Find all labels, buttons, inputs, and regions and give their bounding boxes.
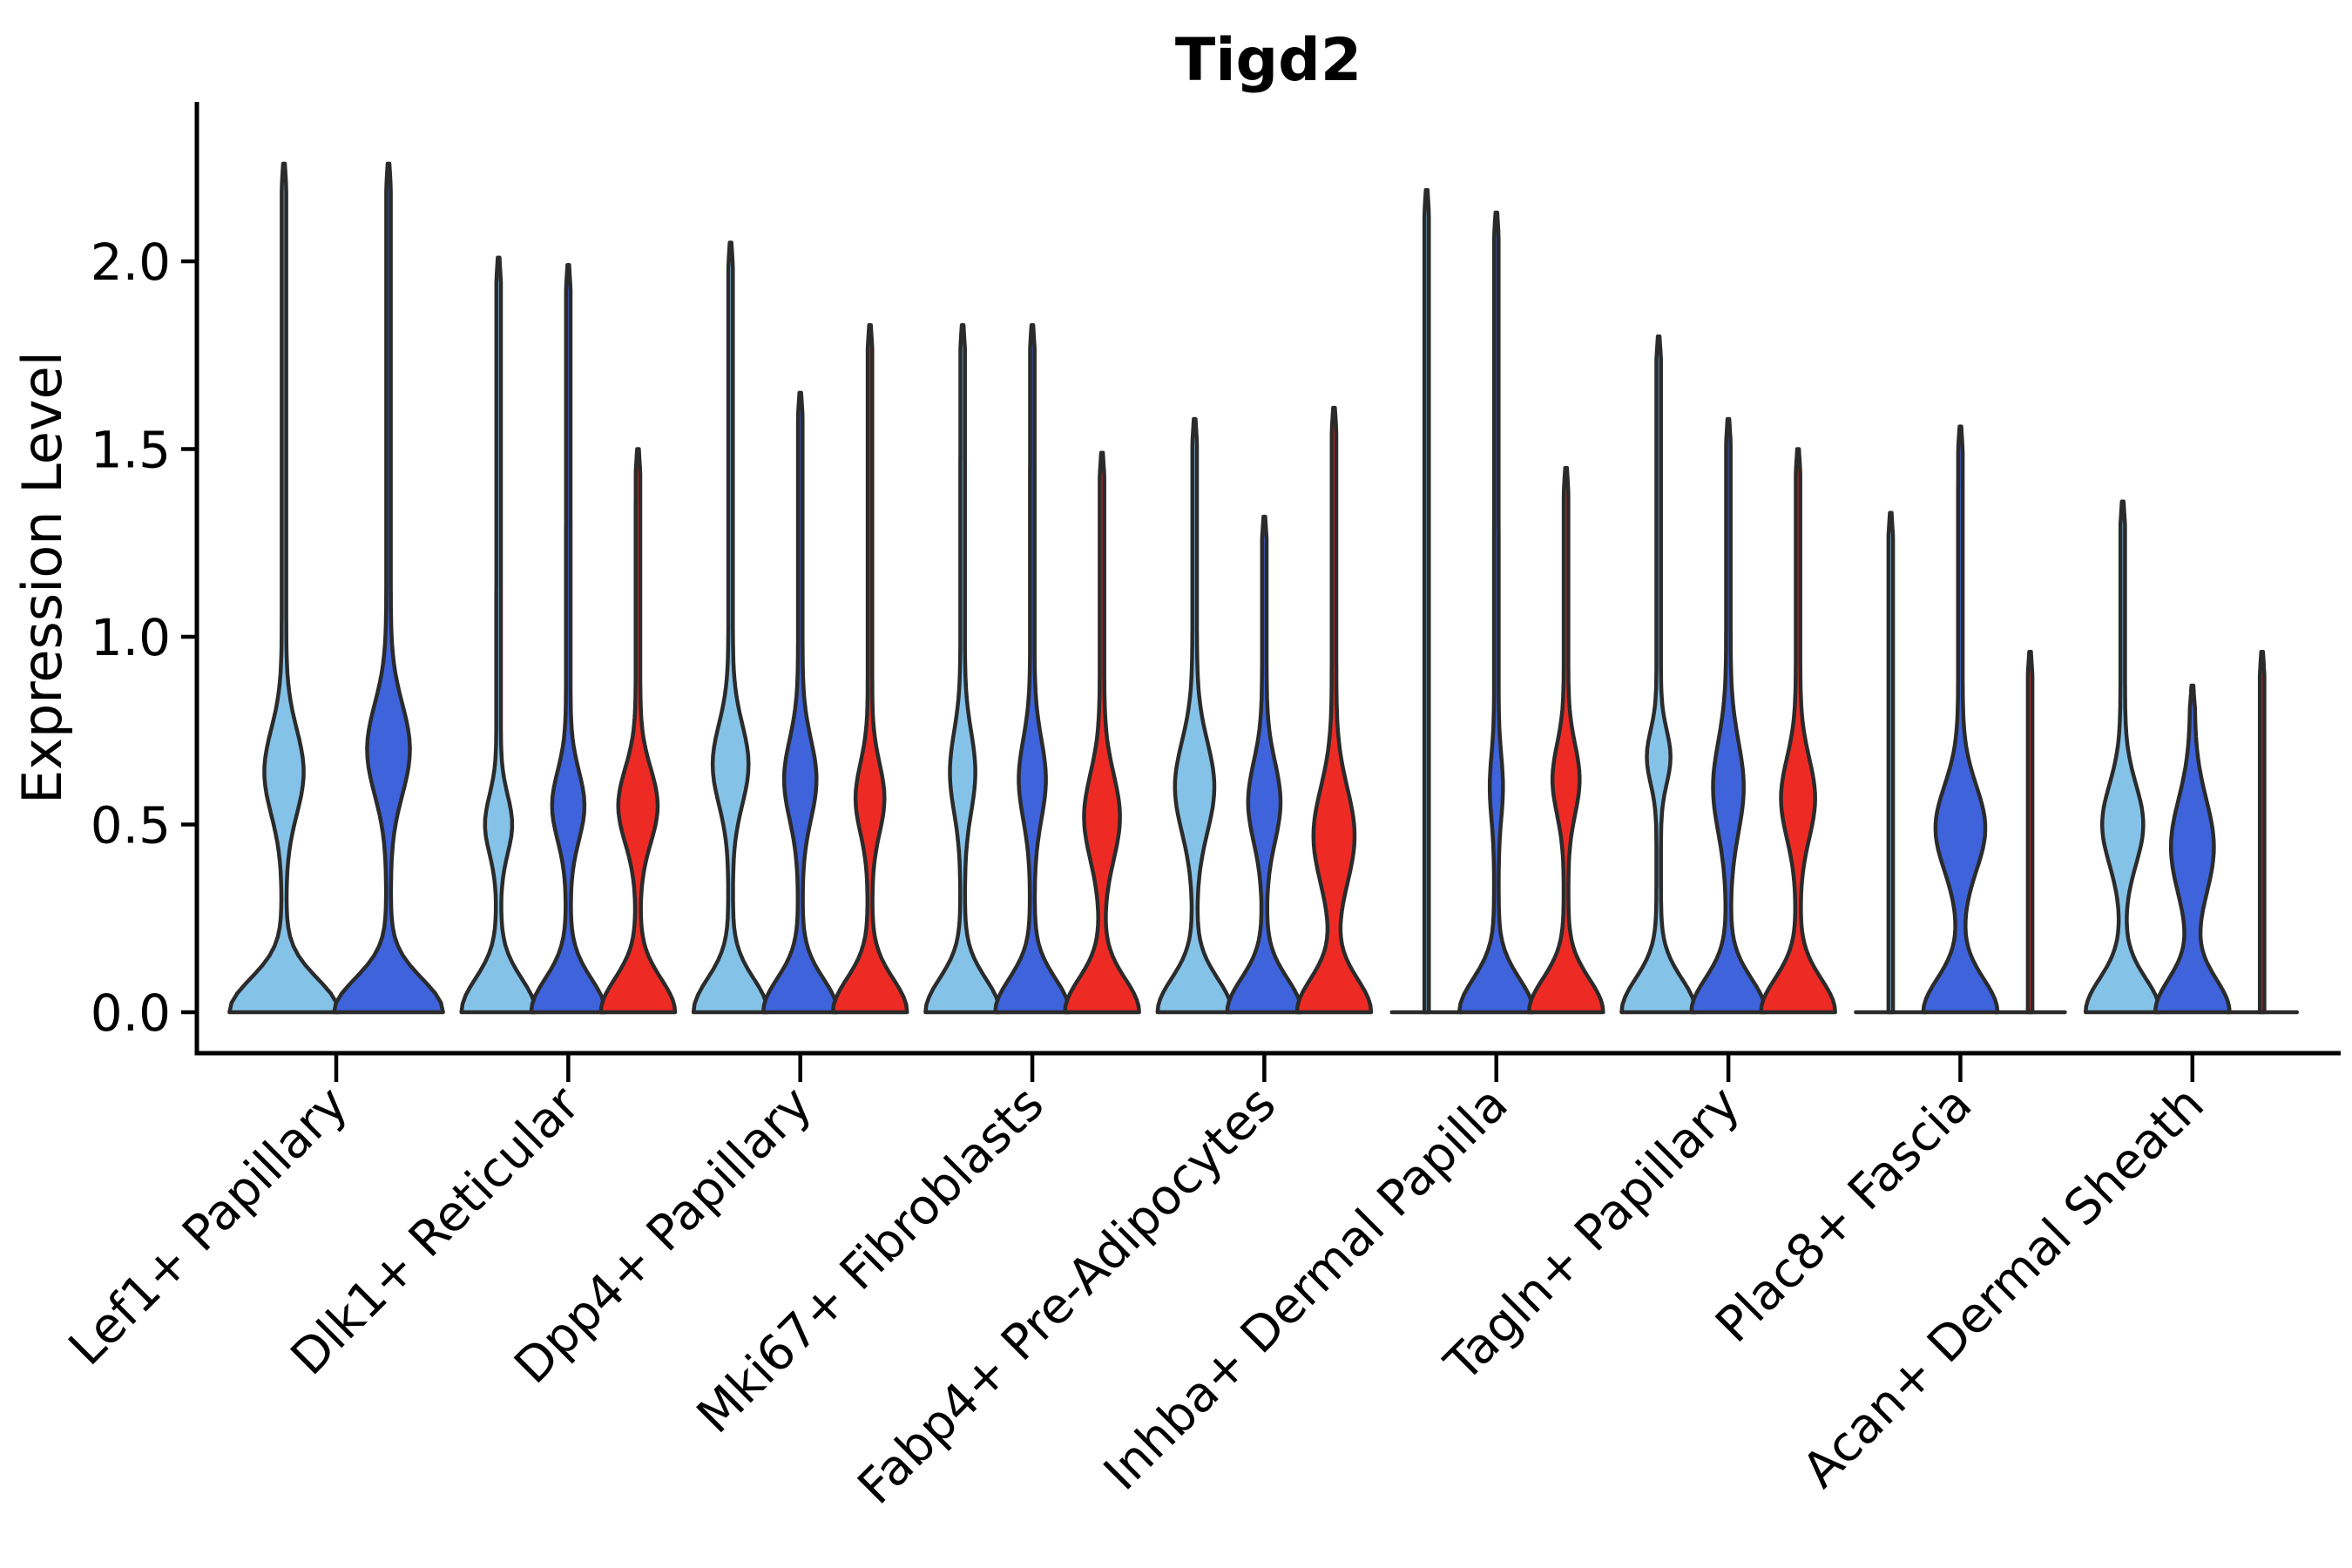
violin [1526,465,1605,1015]
violin [1921,424,2000,1015]
violin [529,263,608,1015]
x-tick-label: Acan+ Dermal Sheath [1792,1076,2215,1499]
violin [332,161,445,1015]
y-tick-label: 0.5 [91,795,171,855]
violin [923,323,1002,1015]
violin [830,323,909,1015]
violin [1619,334,1698,1015]
violin [1456,210,1536,1015]
violin [598,447,678,1015]
violin [1689,416,1767,1015]
violin [1886,510,1896,1015]
y-tick-labels: 0.0 0.5 1.0 1.5 2.0 [91,233,197,1043]
violin [1759,447,1837,1015]
violin [2153,683,2232,1015]
violin [2257,649,2267,1015]
violin [459,255,538,1015]
x-tick-label: Fabp4+ Pre-Adipocytes [848,1076,1288,1516]
violin [691,240,770,1015]
y-tick-label: 1.0 [91,608,171,667]
violin [1155,416,1234,1015]
violin [1225,514,1304,1015]
y-tick-label: 2.0 [91,233,171,292]
chart-title: Tigd2 [1175,26,1362,95]
violin [2025,649,2035,1015]
violin [227,161,341,1015]
violin [993,323,1071,1015]
y-tick-label: 0.0 [91,983,171,1043]
violin [760,390,840,1015]
violin [1294,405,1374,1015]
violin [1422,187,1431,1015]
violins [227,161,2300,1015]
violin [1063,450,1141,1015]
y-axis-label: Expression Level [10,351,74,804]
y-tick-label: 1.5 [91,420,171,479]
x-tick-label: Inhba+ Dermal Papilla [1093,1076,1519,1502]
violin [2083,499,2162,1015]
